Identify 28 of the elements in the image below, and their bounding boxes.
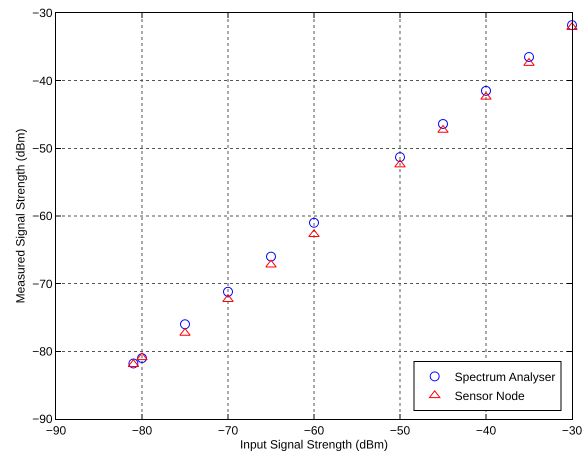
y-tick-label: −40 <box>32 74 53 88</box>
y-axis-title: Measured Signal Strength (dBm) <box>14 128 28 304</box>
x-tick-label: −40 <box>476 423 496 438</box>
point <box>395 152 405 162</box>
point <box>180 319 190 330</box>
point <box>136 352 148 360</box>
y-tick-label: −70 <box>32 276 53 291</box>
point <box>137 353 147 364</box>
point <box>480 92 492 100</box>
y-tick-label: −30 <box>32 6 53 20</box>
x-tick-label: −60 <box>304 423 324 438</box>
y-tick-label: −50 <box>32 142 53 156</box>
point <box>524 52 534 62</box>
point <box>481 86 491 96</box>
x-tick-label: −30 <box>562 423 582 438</box>
y-tick-label: −60 <box>32 209 53 224</box>
legend-label: Spectrum Analyser <box>454 370 556 384</box>
point <box>223 286 233 297</box>
x-tick-label: −70 <box>218 423 238 438</box>
x-axis-title: Input Signal Strength (dBm) <box>240 437 388 452</box>
legend-label: Sensor Node <box>454 389 526 404</box>
x-tick-label: −80 <box>132 423 152 438</box>
y-tick-label: −80 <box>32 344 53 359</box>
point <box>438 118 448 129</box>
x-tick-label: −50 <box>390 423 410 438</box>
point <box>309 218 319 228</box>
point <box>308 229 320 238</box>
point <box>266 252 276 262</box>
